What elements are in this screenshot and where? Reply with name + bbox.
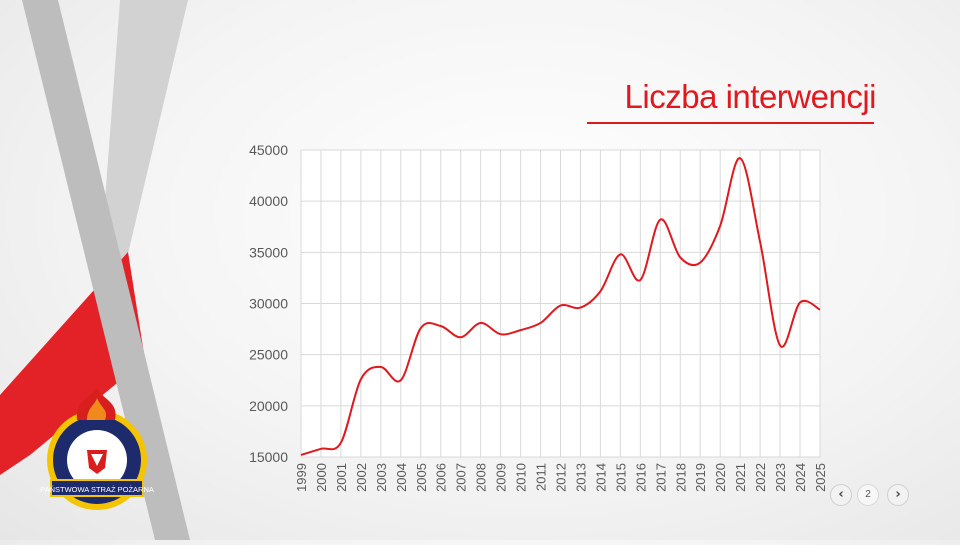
data-point: [340, 442, 342, 444]
data-point: [440, 325, 442, 327]
data-point: [719, 225, 721, 227]
data-point: [460, 336, 462, 338]
x-tick-label: 2013: [573, 463, 588, 492]
x-tick-label: 2025: [813, 463, 828, 492]
x-tick-label: 2000: [314, 463, 329, 492]
x-tick-label: 2002: [354, 463, 369, 492]
x-tick-label: 2014: [593, 463, 608, 492]
gray-dark-stripe: [22, 0, 190, 540]
gray-light-stripe: [96, 0, 188, 330]
x-tick-label: 2019: [693, 463, 708, 492]
y-tick-label: 40000: [249, 193, 288, 209]
emblem-text: PAŃSTWOWA STRAŻ POŻARNA: [40, 485, 154, 494]
x-tick-label: 1999: [294, 463, 309, 492]
next-slide-button[interactable]: ›: [887, 484, 909, 506]
data-point: [599, 290, 601, 292]
title-underline: [587, 122, 874, 124]
x-tick-label: 2006: [434, 463, 449, 492]
data-point: [520, 329, 522, 331]
data-point: [360, 378, 362, 380]
x-tick-label: 2021: [733, 463, 748, 492]
x-tick-label: 2017: [653, 463, 668, 492]
x-tick-label: 2015: [613, 463, 628, 492]
data-point: [400, 379, 402, 381]
data-point: [560, 305, 562, 307]
data-point: [380, 366, 382, 368]
x-tick-label: 2007: [454, 463, 469, 492]
y-tick-label: 30000: [249, 296, 288, 312]
fire-service-emblem-icon: PAŃSTWOWA STRAŻ POŻARNA: [40, 388, 154, 510]
y-tick-label: 25000: [249, 347, 288, 363]
y-tick-label: 45000: [249, 142, 288, 158]
series-line: [300, 157, 821, 456]
x-tick-label: 2018: [673, 463, 688, 492]
data-point: [819, 309, 821, 311]
data-point: [679, 256, 681, 258]
x-tick-label: 2012: [554, 463, 569, 492]
chevron-right-icon: ›: [895, 487, 901, 502]
data-point: [759, 241, 761, 243]
y-tick-label: 15000: [249, 449, 288, 465]
data-point: [799, 301, 801, 303]
x-tick-label: 2008: [474, 463, 489, 492]
slide-title: Liczba interwencji: [624, 78, 877, 115]
previous-slide-button[interactable]: ‹: [830, 484, 852, 506]
data-point: [639, 279, 641, 281]
x-tick-label: 2024: [793, 463, 808, 492]
data-point: [579, 307, 581, 309]
x-tick-label: 2020: [713, 463, 728, 492]
x-tick-label: 2003: [374, 463, 389, 492]
x-tick-label: 2001: [334, 463, 349, 492]
x-tick-label: 2022: [753, 463, 768, 492]
y-tick-label: 35000: [249, 244, 288, 260]
data-point: [480, 322, 482, 324]
data-point: [300, 454, 302, 456]
x-tick-label: 2004: [394, 463, 409, 492]
x-tick-label: 2009: [494, 463, 509, 492]
x-tick-label: 2023: [773, 463, 788, 492]
page-number: 2: [857, 484, 879, 506]
data-point: [619, 253, 621, 255]
x-tick-label: 2016: [633, 463, 648, 492]
y-tick-label: 20000: [249, 398, 288, 414]
data-point: [540, 322, 542, 324]
x-tick-label: 2005: [414, 463, 429, 492]
data-point: [659, 219, 661, 221]
data-point: [779, 344, 781, 346]
x-tick-label: 2010: [514, 463, 529, 492]
data-point: [699, 262, 701, 264]
data-point: [320, 448, 322, 450]
data-point: [739, 157, 741, 159]
data-point: [420, 327, 422, 329]
data-point: [500, 333, 502, 335]
x-tick-label: 2011: [534, 463, 549, 491]
chevron-left-icon: ‹: [838, 487, 844, 502]
